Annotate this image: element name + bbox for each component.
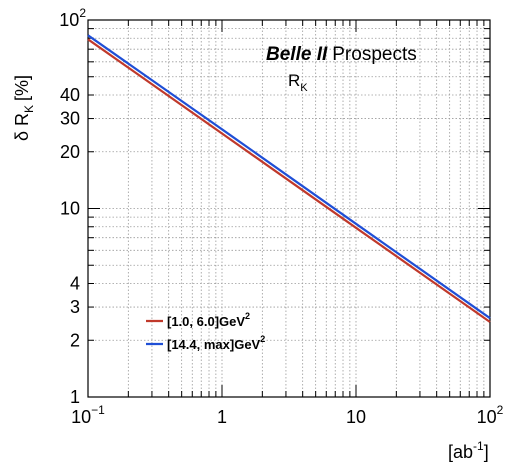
y-tick-label: 4	[70, 274, 80, 294]
y-tick-label: 30	[60, 109, 80, 129]
observable-label: RK	[288, 71, 308, 94]
grid-lines	[88, 20, 490, 397]
series-layer	[87, 34, 491, 323]
y-axis-title-unit: [%]	[12, 75, 32, 101]
y-tick-label-base: 30	[60, 109, 80, 129]
y-tick-label-base: 20	[60, 142, 80, 162]
x-axis-title: [ab-1]	[448, 439, 489, 462]
y-tick-label: 10	[60, 199, 80, 219]
y-axis-title: δ RK [%]	[12, 75, 36, 141]
y-axis-title-delta: δ R	[12, 113, 32, 141]
legend-label-1: [1.0, 6.0]GeV2	[167, 311, 250, 329]
y-tick-label: 3	[70, 297, 80, 317]
y-tick-label-base: 10	[60, 199, 80, 219]
x-tick-label-base: 1	[217, 407, 227, 427]
legend-label-name: [14.4, max]GeV	[167, 337, 261, 352]
experiment-label-rest: Prospects	[332, 44, 416, 65]
experiment-label: Belle II Prospects	[266, 44, 417, 65]
legend-label-2: [14.4, max]GeV2	[167, 334, 265, 352]
y-tick-label-base: 40	[60, 85, 80, 105]
x-tick-label-exp: 2	[497, 403, 504, 417]
x-tick-label: 10	[346, 407, 366, 427]
series-line-2	[87, 34, 491, 320]
y-tick-label: 2	[70, 330, 80, 350]
x-tick-label-base: 10	[71, 407, 91, 427]
experiment-label-bold: Belle II	[266, 44, 328, 65]
x-tick-label: 10−1	[71, 403, 105, 427]
x-tick-label-exp: −1	[91, 403, 105, 417]
y-tick-label-base: 1	[70, 387, 80, 407]
y-tick-label: 102	[59, 6, 86, 30]
x-axis-title-close: ]	[484, 442, 489, 462]
x-axis-title-sup: -1	[473, 439, 484, 453]
plot-frame	[87, 19, 491, 398]
x-tick-label-base: 10	[346, 407, 366, 427]
x-tick-label: 102	[477, 403, 504, 427]
y-tick-label: 20	[60, 142, 80, 162]
series-line-1	[87, 38, 491, 323]
observable-label-sub: K	[300, 82, 308, 94]
y-tick-label: 1	[70, 387, 80, 407]
y-tick-label-base: 10	[59, 10, 79, 30]
y-tick-label-base: 2	[70, 330, 80, 350]
observable-label-main: R	[288, 71, 300, 90]
y-axis-title-sub: K	[22, 105, 36, 113]
legend-label-sup: 2	[260, 334, 265, 344]
y-tick-label-base: 4	[70, 274, 80, 294]
y-tick-label-exp: 2	[79, 6, 86, 20]
y-tick-label-base: 3	[70, 297, 80, 317]
x-axis-title-base: [ab	[448, 442, 473, 462]
y-tick-label: 40	[60, 85, 80, 105]
x-tick-label-base: 10	[477, 407, 497, 427]
x-tick-label: 1	[217, 407, 227, 427]
legend-label-sup: 2	[245, 311, 250, 321]
legend-label-name: [1.0, 6.0]GeV	[167, 314, 245, 329]
legend: [1.0, 6.0]GeV2[14.4, max]GeV2	[146, 311, 265, 352]
